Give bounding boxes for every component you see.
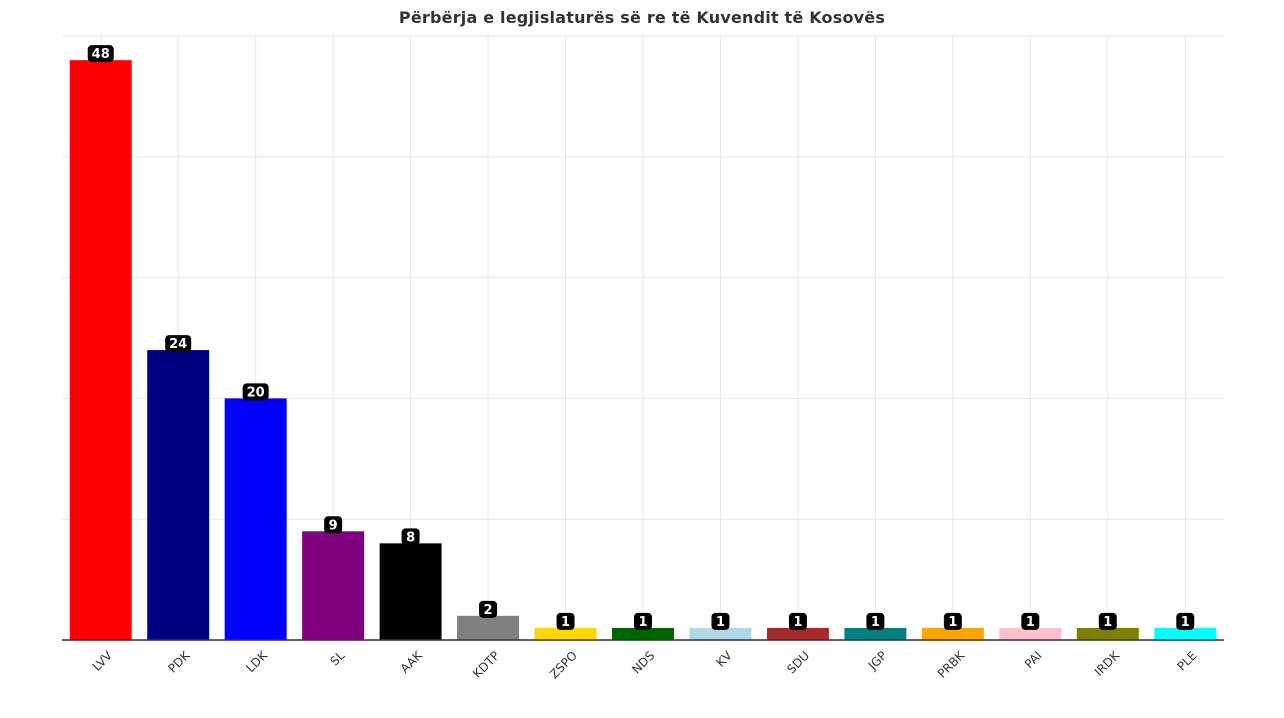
data-label-nds: 1 (638, 615, 647, 630)
tick-label-aak: AAK (398, 648, 426, 676)
bars (69, 60, 1217, 641)
data-labels: 48 24 20 9 8 2 1 1 1 1 1 1 1 1 1 (87, 45, 1195, 630)
bar-ldk (224, 398, 287, 640)
data-label-badge (866, 612, 885, 630)
bar-sl (302, 531, 365, 640)
tick-label-prbk: PRBK (935, 648, 968, 681)
bar-pai (999, 627, 1062, 640)
bar-kv (689, 627, 752, 640)
bar-kdtp (457, 615, 520, 640)
data-label-badge (479, 600, 498, 618)
data-label-badge (1176, 612, 1195, 630)
tick-label-ple: PLE (1174, 648, 1199, 673)
data-label-badge (943, 612, 962, 630)
data-label-badge (1021, 612, 1040, 630)
data-label-prbk: 1 (948, 615, 957, 630)
data-label-badge (634, 612, 652, 630)
data-label-kdtp: 2 (484, 603, 493, 618)
bar-sdu (766, 627, 829, 640)
tick-label-sdu: SDU (784, 648, 812, 676)
data-label-badge (242, 383, 269, 401)
tick-label-nds: NDS (629, 648, 657, 676)
data-label-aak: 8 (406, 530, 415, 545)
tick-label-sl: SL (327, 648, 347, 668)
data-label-badge (324, 516, 343, 534)
data-label-lvv: 48 (92, 47, 110, 62)
data-label-jgp: 1 (871, 615, 880, 630)
tick-label-kv: KV (714, 648, 736, 670)
tick-label-irdk: IRDK (1092, 648, 1123, 679)
bar-lvv (69, 60, 132, 641)
tick-label-pai: PAI (1022, 648, 1045, 671)
data-label-kv: 1 (716, 615, 725, 630)
data-label-badge (556, 612, 575, 630)
data-label-sdu: 1 (793, 615, 802, 630)
data-label-ldk: 20 (247, 385, 265, 400)
tick-label-jgp: JGP (865, 648, 890, 673)
data-label-sl: 9 (329, 518, 338, 533)
tick-label-kdtp: KDTP (470, 648, 502, 680)
data-label-pai: 1 (1026, 615, 1035, 630)
data-label-ple: 1 (1181, 615, 1190, 630)
data-label-badge (87, 45, 114, 63)
tick-label-pdk: PDK (165, 648, 193, 676)
bar-nds (612, 627, 674, 640)
data-label-badge (401, 528, 420, 546)
tick-label-ldk: LDK (243, 648, 271, 676)
bar-pdk (147, 350, 210, 640)
bar-irdk (1076, 627, 1139, 640)
data-label-zspo: 1 (561, 615, 570, 630)
bar-aak (379, 543, 442, 640)
data-label-badge (1098, 612, 1117, 630)
data-label-badge (711, 612, 730, 630)
bar-zspo (534, 627, 597, 640)
tick-label-zspo: ZSPO (547, 648, 580, 681)
bar-prbk (921, 627, 984, 640)
data-label-pdk: 24 (169, 337, 187, 352)
x-tick-labels: LVV PDK LDK SL AAK KDTP ZSPO NDS KV SDU JGP PRBK PAI… (90, 648, 1200, 682)
bar-ple (1154, 627, 1217, 640)
data-label-badge (165, 335, 192, 353)
tick-label-lvv: LVV (90, 648, 116, 674)
bar-jgp (844, 627, 907, 640)
data-label-badge (788, 612, 807, 630)
data-label-irdk: 1 (1103, 615, 1112, 630)
chart-title: Përbërja e legjislaturës së re të Kuvend… (398, 8, 886, 27)
